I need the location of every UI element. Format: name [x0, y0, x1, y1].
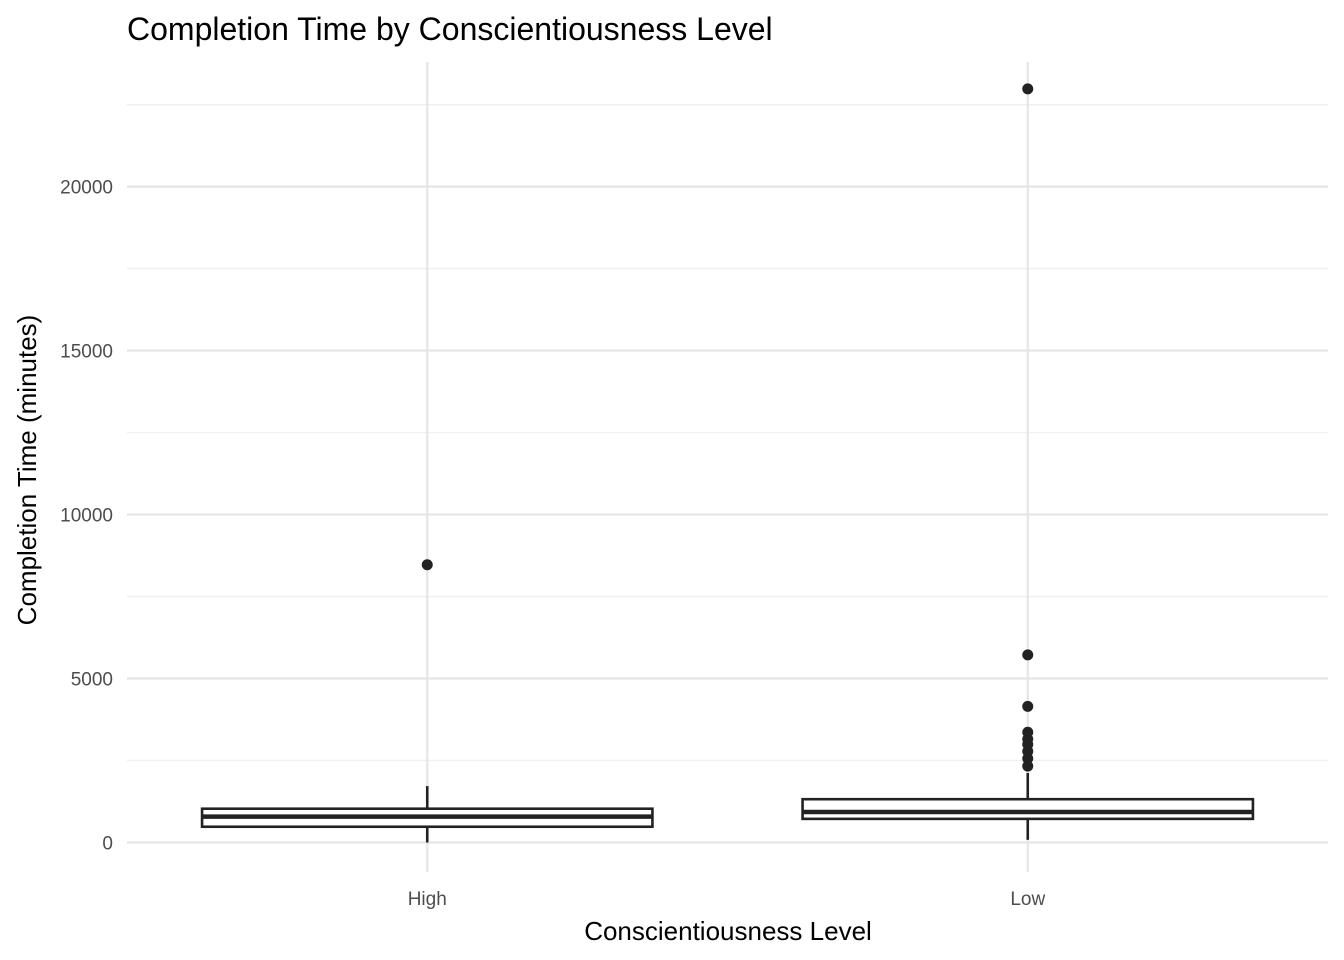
outlier-point: [1022, 83, 1034, 95]
y-tick-label: 5000: [71, 670, 113, 691]
box-high: [200, 559, 654, 843]
outlier-point: [421, 559, 433, 571]
outlier-point: [1022, 649, 1034, 661]
y-tick-label: 10000: [60, 506, 113, 527]
outlier-point: [1022, 700, 1034, 712]
x-axis-ticks: High Low: [408, 889, 1046, 910]
box-low: [801, 83, 1255, 840]
outlier-point: [1022, 760, 1034, 772]
outlier-point: [1022, 726, 1034, 738]
grid-lines: [127, 62, 1328, 872]
boxes: [200, 83, 1255, 843]
y-tick-label: 15000: [60, 342, 113, 363]
x-tick-label: Low: [1010, 889, 1045, 910]
y-axis-title: Completion Time (minutes): [12, 315, 42, 626]
y-tick-label: 20000: [60, 178, 113, 199]
y-tick-label: 0: [102, 833, 113, 854]
x-tick-label: High: [408, 889, 447, 910]
iqr-box: [801, 797, 1255, 821]
x-axis-title: Conscientiousness Level: [584, 916, 872, 946]
y-axis-ticks: 0 5000 10000 15000 20000: [60, 178, 113, 855]
chart-title: Completion Time by Conscientiousness Lev…: [127, 11, 773, 47]
